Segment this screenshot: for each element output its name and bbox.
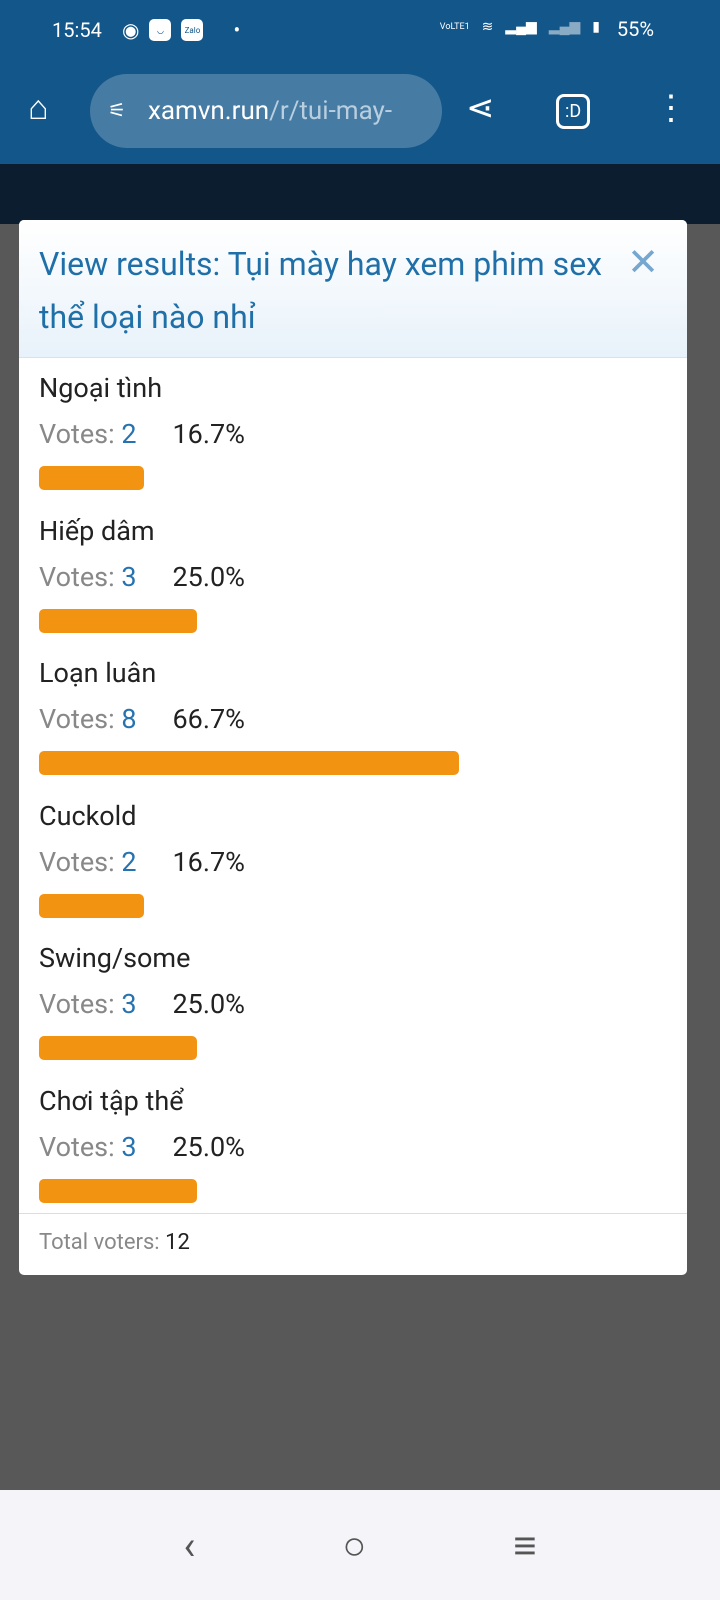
votes-label: Votes: [39, 1130, 115, 1163]
close-icon[interactable]: ✕ [627, 241, 659, 285]
option-votes: Votes: 3 25.0% [39, 561, 667, 609]
vote-bar [39, 608, 197, 633]
poll-option: Swing/some Votes: 3 25.0% [19, 928, 687, 1071]
vote-count-link[interactable]: 3 [121, 1130, 137, 1163]
vote-bar [39, 751, 460, 775]
option-label: Swing/some [39, 942, 191, 974]
vote-bar [39, 1036, 197, 1060]
tabs-button[interactable]: :D [556, 94, 591, 129]
zalo-icon: Zalo [181, 19, 204, 41]
site-header-blurred [0, 164, 720, 224]
volte-icon: VoLTE1 [439, 21, 470, 32]
vote-percent: 16.7% [172, 845, 245, 878]
option-label: Hiếp dâm [39, 514, 155, 547]
total-value: 12 [165, 1230, 190, 1255]
option-votes: Votes: 3 25.0% [39, 988, 667, 1036]
battery-level: 55% [616, 17, 654, 41]
signal-icon: ▂▄▆ [505, 19, 537, 35]
vote-percent: 25.0% [172, 988, 245, 1020]
clock: 15:54 [52, 18, 102, 42]
option-label: Cuckold [39, 799, 137, 832]
wifi-icon: ≋ [481, 18, 494, 35]
back-icon[interactable]: ‹ [183, 1521, 196, 1569]
option-label: Ngoại tình [39, 372, 163, 404]
battery-icon: ▮ [592, 18, 600, 35]
more-menu-icon[interactable]: ⋮ [654, 88, 688, 128]
option-label: Loạn luân [39, 657, 157, 689]
votes-label: Votes: [39, 560, 115, 593]
vote-bar [39, 466, 145, 490]
option-votes: Votes: 3 25.0% [39, 1131, 667, 1179]
dialog-title: View results: Tụi mày hay xem phim sex t… [19, 220, 687, 358]
vote-percent: 66.7% [172, 703, 245, 735]
shopping-bag-icon: ◡ [149, 19, 172, 41]
vote-percent: 25.0% [172, 1130, 245, 1163]
navigation-bar: ‹ ○ ≡ [0, 1490, 720, 1600]
vote-count-link[interactable]: 3 [121, 560, 137, 593]
total-voters: Total voters: 12 [19, 1213, 687, 1271]
vote-count-link[interactable]: 8 [121, 703, 137, 735]
poll-option: Cuckold Votes: 2 16.7% [19, 786, 687, 929]
signal-2-icon: ▂▄▆ [548, 19, 581, 35]
vote-bar [39, 893, 145, 918]
votes-label: Votes: [39, 418, 115, 450]
dot-icon: • [233, 18, 241, 42]
option-votes: Votes: 2 16.7% [39, 418, 667, 466]
site-settings-icon[interactable]: ⚟ [108, 98, 126, 122]
home-icon[interactable]: ⌂ [28, 88, 49, 128]
poll-option: Chơi tập thể Votes: 3 25.0% [19, 1071, 687, 1214]
vote-count-link[interactable]: 2 [121, 418, 137, 450]
vote-count-link[interactable]: 2 [121, 845, 137, 878]
poll-option: Ngoại tình Votes: 2 16.7% [19, 358, 687, 501]
vote-percent: 25.0% [172, 560, 245, 593]
url-path: /r/tui-may- [269, 96, 393, 126]
address-bar[interactable]: ⚟ xamvn.run/r/tui-may- [90, 74, 442, 148]
total-label: Total voters: [39, 1230, 160, 1255]
votes-label: Votes: [39, 703, 115, 735]
home-circle-icon[interactable]: ○ [342, 1521, 367, 1569]
votes-label: Votes: [39, 988, 115, 1020]
status-bar: 15:54 ◉ ◡ Zalo • VoLTE1 ≋ ▂▄▆ ▂▄▆ ▮ 55% [0, 0, 720, 60]
vote-percent: 16.7% [172, 418, 245, 450]
poll-results-dialog: View results: Tụi mày hay xem phim sex t… [19, 220, 687, 1275]
browser-toolbar: ⌂ ⚟ xamvn.run/r/tui-may- ⋖ :D ⋮ [0, 60, 720, 164]
vote-count-link[interactable]: 3 [121, 988, 137, 1020]
url-domain: xamvn.run [148, 96, 270, 126]
option-label: Chơi tập thể [39, 1084, 184, 1117]
recents-icon[interactable]: ≡ [513, 1521, 537, 1569]
votes-label: Votes: [39, 845, 115, 878]
share-icon[interactable]: ⋖ [466, 88, 495, 128]
vote-bar [39, 1178, 197, 1203]
option-votes: Votes: 8 66.7% [39, 703, 667, 751]
messenger-icon: ◉ [122, 18, 140, 42]
poll-option: Loạn luân Votes: 8 66.7% [19, 643, 687, 786]
option-votes: Votes: 2 16.7% [39, 846, 667, 894]
poll-option: Hiếp dâm Votes: 3 25.0% [19, 501, 687, 644]
